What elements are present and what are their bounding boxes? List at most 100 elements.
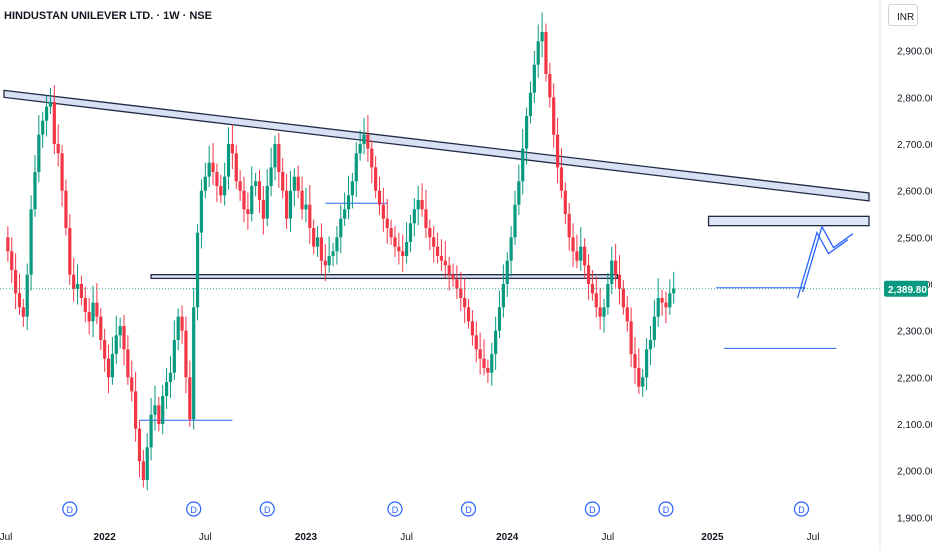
- candle-up: [354, 153, 358, 182]
- candle-down: [312, 228, 316, 247]
- candle-down: [451, 274, 455, 280]
- candle-down: [377, 190, 382, 205]
- last-price-label: 2,389.80: [888, 285, 927, 296]
- candle-down: [95, 302, 99, 317]
- candle-up: [668, 293, 672, 308]
- dividend-marker[interactable]: [62, 501, 78, 517]
- candle-up: [501, 284, 505, 308]
- candle-up: [497, 307, 502, 331]
- candle-down: [470, 321, 475, 336]
- dividend-marker[interactable]: [186, 501, 202, 517]
- candle-up: [273, 144, 277, 168]
- candle-up: [602, 307, 606, 317]
- resistance-box: [707, 215, 870, 227]
- dividend-marker[interactable]: [658, 501, 674, 517]
- candle-down: [486, 368, 490, 373]
- candle-down: [246, 209, 250, 214]
- candle-down: [455, 279, 459, 289]
- candle-up: [412, 209, 416, 224]
- candle-up: [521, 148, 525, 182]
- candle-down: [79, 284, 84, 298]
- dividend-marker-label: D: [798, 505, 805, 515]
- candle-down: [559, 167, 564, 191]
- x-tick-label: Jul: [601, 532, 614, 543]
- candle-down: [137, 428, 142, 462]
- candle-down: [184, 330, 188, 378]
- candle-up: [153, 405, 157, 415]
- candle-down: [17, 293, 22, 308]
- candle-down: [242, 190, 246, 210]
- candle-down: [215, 172, 219, 186]
- candle-down: [52, 102, 56, 144]
- dividend-marker[interactable]: [584, 501, 601, 517]
- candle-up: [91, 302, 95, 322]
- candle-up: [44, 106, 49, 121]
- candle-up: [490, 354, 494, 373]
- candle-down: [14, 270, 18, 294]
- candle-up: [226, 144, 231, 177]
- candle-down: [319, 237, 324, 261]
- dividend-marker[interactable]: [259, 501, 275, 517]
- candle-up: [29, 209, 33, 275]
- candle-up: [288, 190, 293, 219]
- dividend-marker[interactable]: [793, 501, 810, 517]
- candle-down: [281, 172, 285, 191]
- candle-down: [366, 134, 370, 149]
- candle-down: [478, 349, 482, 359]
- y-tick-label: 2,100.00: [897, 420, 932, 431]
- candle-down: [428, 228, 432, 238]
- currency-selector[interactable]: [888, 4, 918, 26]
- candle-up: [672, 288, 676, 294]
- candle-down: [238, 181, 242, 191]
- candle-down: [141, 461, 145, 480]
- candle-down: [583, 246, 587, 266]
- candle-up: [540, 32, 544, 42]
- y-tick-label: 1,900.00: [897, 513, 932, 524]
- candle-down: [459, 288, 463, 298]
- candle-down: [544, 32, 548, 74]
- candle-up: [114, 335, 118, 354]
- candle-down: [432, 237, 436, 247]
- candle-up: [164, 382, 169, 396]
- y-tick-label: 2,800.00: [897, 93, 932, 104]
- y-tick-label: 2,500.00: [897, 233, 932, 244]
- candle-up: [648, 340, 653, 350]
- candle-down: [482, 358, 486, 368]
- candle-down: [439, 256, 444, 261]
- candle-up: [118, 326, 122, 336]
- chart-title: HINDUSTAN UNILEVER LTD. · 1W · NSE: [4, 10, 212, 22]
- candle-up: [176, 316, 180, 340]
- candle-down: [552, 97, 556, 135]
- candle-up: [346, 195, 351, 210]
- y-tick-label: 2,000.00: [897, 467, 932, 478]
- candle-up: [269, 167, 273, 186]
- candle-up: [203, 176, 207, 191]
- candle-down: [664, 302, 668, 308]
- candle-up: [645, 349, 649, 378]
- candle-down: [567, 214, 571, 238]
- candle-up: [41, 120, 45, 135]
- candle-down: [575, 251, 579, 261]
- candle-down: [277, 144, 281, 172]
- candle-down: [466, 307, 471, 322]
- projection-path-outline: [801, 224, 854, 293]
- candle-down: [68, 228, 72, 275]
- candle-down: [385, 218, 389, 228]
- candle-up: [652, 316, 656, 340]
- candle-down: [474, 335, 478, 350]
- x-tick-label: 2023: [295, 532, 318, 543]
- dividend-marker[interactable]: [387, 501, 403, 517]
- candle-up: [149, 414, 153, 448]
- dividend-marker[interactable]: [460, 501, 477, 517]
- candle-down: [230, 144, 234, 154]
- x-tick-label: Jul: [807, 532, 820, 543]
- candle-down: [56, 144, 60, 154]
- candle-down: [6, 237, 10, 252]
- x-tick-label: Jul: [0, 532, 12, 543]
- candle-up: [48, 102, 53, 107]
- candle-down: [87, 312, 91, 322]
- candle-up: [223, 176, 227, 196]
- x-tick-label: Jul: [400, 532, 413, 543]
